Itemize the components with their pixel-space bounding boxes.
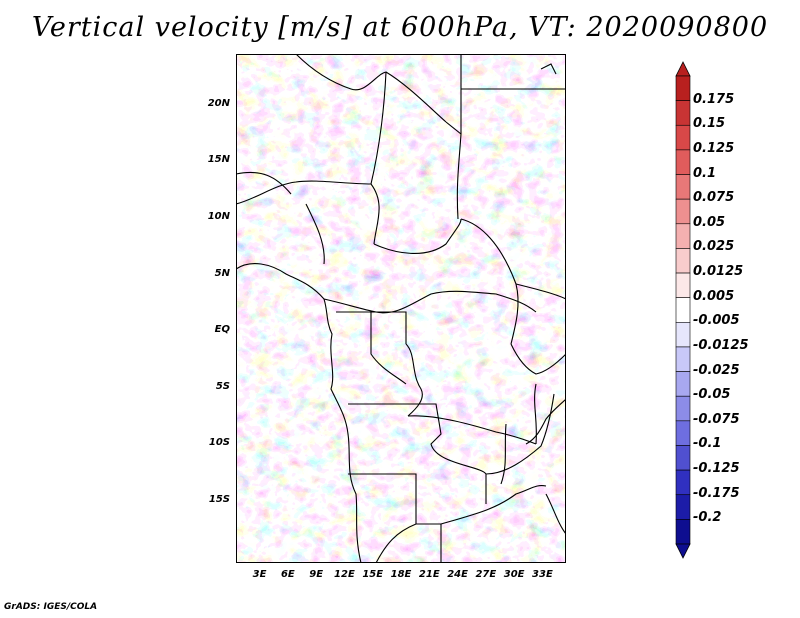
lon-label: 21E — [418, 569, 440, 580]
colorbar-label: -0.075 — [693, 411, 740, 427]
colorbar-box — [675, 198, 691, 225]
colorbar-box — [675, 75, 691, 101]
colorbar-box — [675, 149, 691, 175]
colorbar-box — [675, 322, 691, 348]
lat-label: 10N — [207, 211, 230, 222]
colorbar-box — [675, 519, 691, 545]
lon-label: 6E — [280, 569, 295, 580]
colorbar-box — [675, 272, 691, 298]
colorbar-box — [675, 469, 691, 496]
colorbar-label: 0.175 — [693, 91, 735, 107]
colorbar-label: 0.125 — [693, 140, 735, 156]
colorbar-box — [675, 346, 691, 372]
colorbar-label: -0.125 — [693, 461, 740, 477]
colorbar-box — [675, 395, 691, 422]
colorbar-label: 0.005 — [693, 288, 735, 304]
colorbar-label: -0.2 — [693, 510, 722, 526]
lon-label: 30E — [503, 569, 525, 580]
lon-label: 24E — [447, 569, 468, 580]
colorbar-top-arrow — [675, 61, 691, 77]
lat-label: 20N — [207, 97, 230, 109]
lon-label: 33E — [532, 569, 553, 580]
colorbar-label: 0.15 — [693, 116, 726, 132]
lat-label: 5N — [214, 267, 230, 279]
lon-label: 3E — [252, 569, 267, 580]
lat-label: 5S — [215, 380, 230, 392]
lon-label: 27E — [475, 569, 497, 580]
lon-label: 12E — [334, 569, 355, 580]
colorbar-label: -0.005 — [693, 313, 740, 329]
colorbar-box — [675, 124, 691, 151]
lon-label: 18E — [390, 569, 412, 580]
lat-label: 15S — [208, 493, 230, 505]
colorbar-label: 0.1 — [693, 165, 717, 181]
colorbar-box — [675, 445, 691, 471]
colorbar-label: -0.175 — [693, 485, 740, 501]
lon-label: 15E — [362, 569, 384, 580]
colorbar-box — [675, 174, 691, 200]
colorbar-label: -0.05 — [693, 387, 731, 403]
map-frame — [236, 54, 566, 563]
colorbar-label: -0.025 — [693, 362, 740, 378]
grads-credit: GrADS: IGES/COLA — [4, 602, 98, 612]
colorbar-box — [675, 100, 691, 126]
colorbar-label: 0.0125 — [693, 264, 744, 280]
colorbar-label: 0.025 — [693, 239, 735, 255]
colorbar-box — [675, 494, 691, 520]
colorbar-box — [675, 223, 691, 249]
lon-label: 9E — [309, 569, 324, 580]
colorbar-label: 0.075 — [693, 190, 735, 206]
colorbar-box — [675, 420, 691, 446]
colorbar-box — [675, 248, 691, 274]
lat-label: 10S — [208, 437, 230, 449]
map-field — [236, 54, 566, 563]
colorbar-box — [675, 297, 691, 323]
colorbar-box — [675, 371, 691, 397]
lat-label: 15N — [207, 154, 230, 166]
lat-label: EQ — [214, 324, 230, 336]
colorbar-label: 0.05 — [693, 214, 726, 230]
country-borders — [236, 54, 566, 563]
colorbar-bottom-arrow — [675, 543, 691, 559]
velocity-map — [236, 54, 566, 563]
colorbar-label: -0.0125 — [693, 337, 749, 353]
colorbar-label: -0.1 — [693, 436, 722, 452]
map-title: Vertical velocity [m/s] at 600hPa, VT: 2… — [31, 12, 769, 43]
